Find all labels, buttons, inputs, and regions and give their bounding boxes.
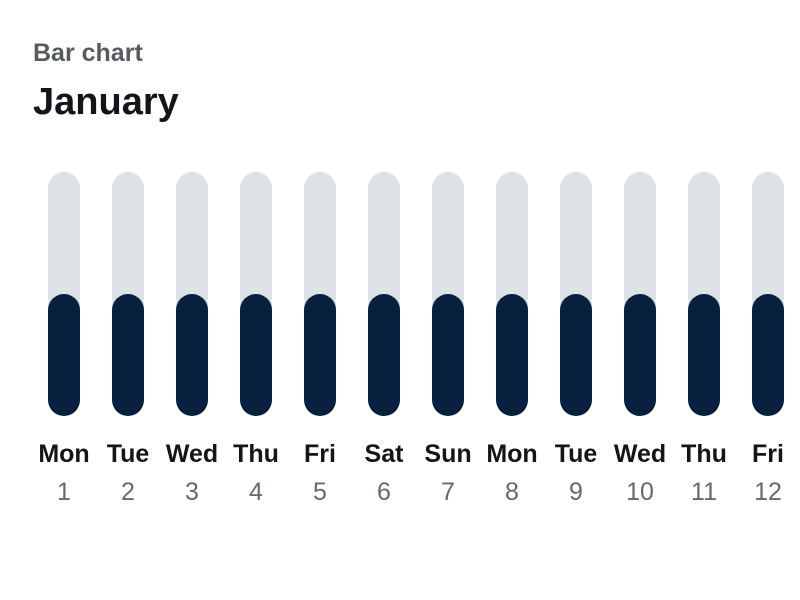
chart-title: January (33, 81, 179, 123)
date-label: 8 (505, 478, 519, 506)
day-label: Fri (304, 440, 336, 468)
bar-group: Sun 7 (424, 172, 472, 506)
bar-group: Thu 4 (233, 172, 279, 506)
bar-group: Sat 6 (365, 172, 405, 506)
day-label: Fri (752, 440, 784, 468)
date-label: 10 (626, 478, 654, 506)
bar (240, 294, 272, 416)
bar (176, 294, 208, 416)
bar (496, 294, 528, 416)
day-label: Wed (166, 440, 218, 468)
bar-group: Thu 11 (681, 172, 727, 506)
bar (48, 294, 80, 416)
day-label: Tue (107, 440, 150, 468)
bar-group: Wed 10 (614, 172, 666, 506)
day-label: Tue (555, 440, 598, 468)
bar (368, 294, 400, 416)
bar-group: Tue 2 (107, 172, 150, 506)
bar (304, 294, 336, 416)
bar (688, 294, 720, 416)
date-label: 4 (249, 478, 263, 506)
date-label: 12 (754, 478, 782, 506)
date-label: 11 (691, 478, 717, 506)
bar-group: Fri 5 (304, 172, 336, 506)
day-label: Mon (38, 440, 89, 468)
bar-group: Mon 8 (486, 172, 538, 506)
day-label: Mon (486, 440, 537, 468)
day-label: Thu (233, 440, 279, 468)
chart-subtitle: Bar chart (33, 39, 143, 67)
bar-group: Mon 1 (38, 172, 90, 506)
bar-group: Tue 9 (555, 172, 598, 506)
day-label: Thu (681, 440, 727, 468)
bar-group: Fri 12 (752, 172, 784, 506)
day-label: Sat (365, 440, 405, 468)
date-label: 2 (121, 478, 135, 506)
bar-group: Wed 3 (166, 172, 218, 506)
date-label: 3 (185, 478, 199, 506)
day-label: Wed (614, 440, 666, 468)
date-label: 5 (313, 478, 327, 506)
date-label: 1 (57, 478, 71, 506)
bar (112, 294, 144, 416)
bar (560, 294, 592, 416)
date-label: 7 (441, 478, 455, 506)
day-label: Sun (424, 440, 471, 468)
date-label: 9 (569, 478, 583, 506)
bar (432, 294, 464, 416)
bar (624, 294, 656, 416)
bar (752, 294, 784, 416)
date-label: 6 (377, 478, 391, 506)
